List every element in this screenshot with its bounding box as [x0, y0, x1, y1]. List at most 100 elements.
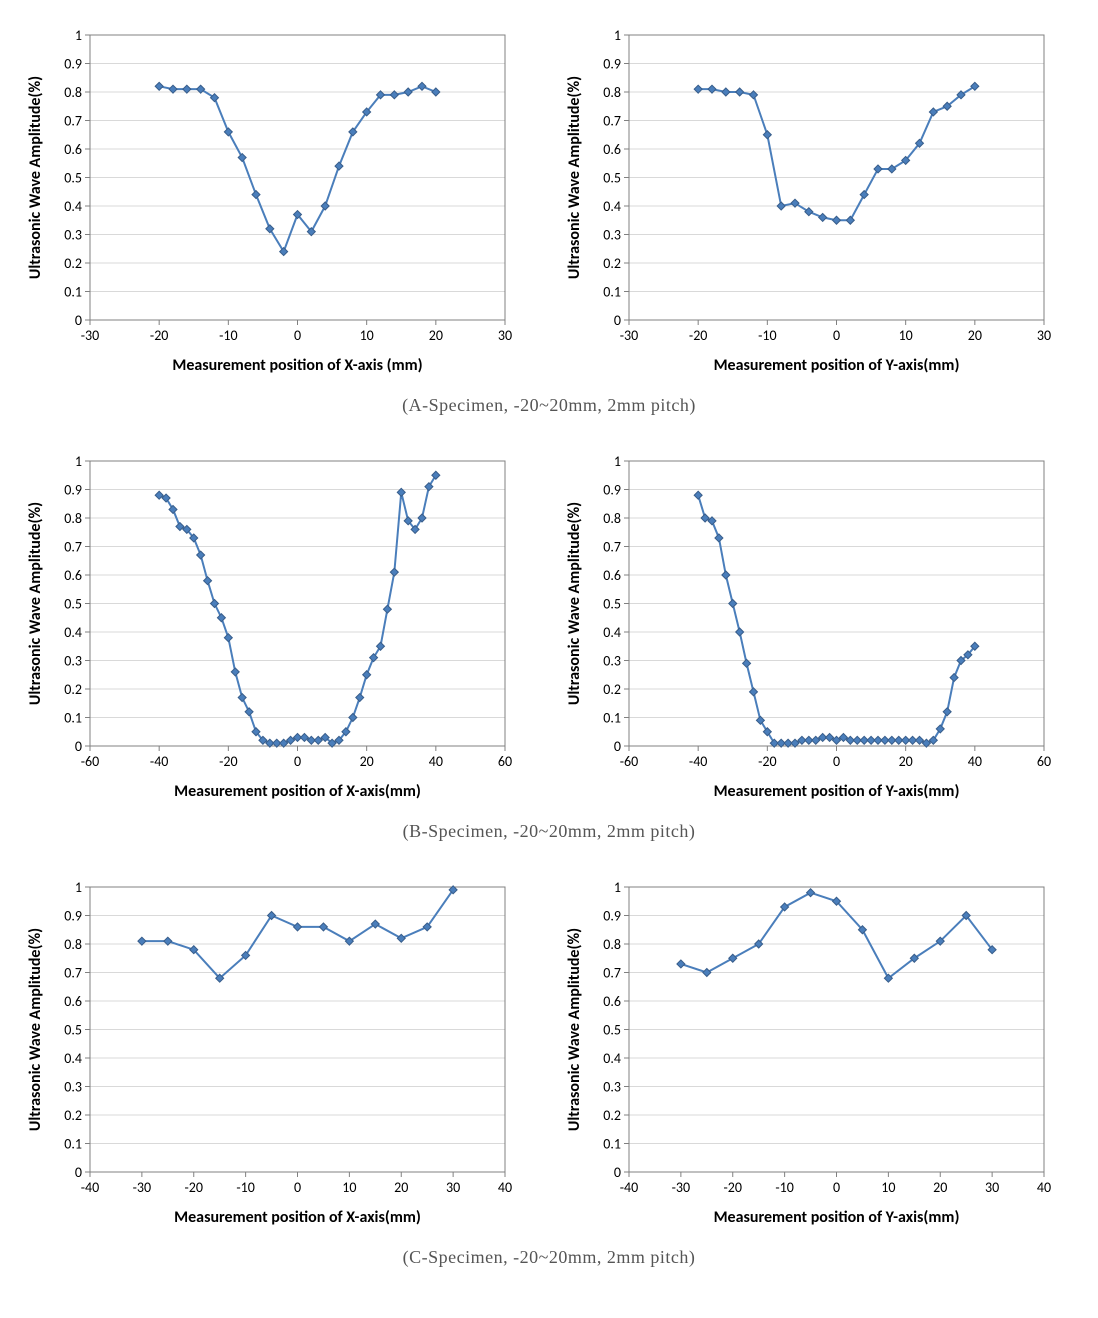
y-tick-label: 0: [614, 1164, 621, 1181]
y-tick-label: 0.9: [603, 56, 621, 73]
chart-box: -60-40-20020406000.10.20.30.40.50.60.70.…: [20, 446, 539, 811]
x-tick-label: 40: [968, 753, 982, 770]
data-marker: [929, 108, 937, 116]
row-caption: (C-Specimen, -20~20mm, 2mm pitch): [20, 1247, 1078, 1268]
y-tick-label: 0.4: [603, 1050, 621, 1067]
chart-svg: -60-40-20020406000.10.20.30.40.50.60.70.…: [20, 446, 525, 806]
x-axis-label: Measurement position of X-axis(mm): [174, 1208, 421, 1227]
x-tick-label: 60: [1037, 753, 1051, 770]
y-tick-label: 0.4: [64, 624, 82, 641]
y-tick-label: 0: [75, 1164, 82, 1181]
data-marker: [950, 674, 958, 682]
x-tick-label: -40: [81, 1179, 99, 1196]
y-tick-label: 0.1: [64, 710, 82, 727]
y-tick-label: 0.5: [64, 1022, 82, 1039]
data-marker: [846, 216, 854, 224]
data-marker: [722, 571, 730, 579]
y-tick-label: 0.5: [64, 596, 82, 613]
x-axis-label: Measurement position of Y-axis(mm): [714, 1208, 960, 1227]
data-marker: [807, 889, 815, 897]
data-marker: [319, 923, 327, 931]
x-tick-label: -20: [689, 327, 707, 344]
y-tick-label: 0.7: [603, 539, 621, 556]
x-tick-label: -20: [185, 1179, 203, 1196]
y-tick-label: 0.2: [64, 255, 82, 272]
y-tick-label: 0.1: [64, 284, 82, 301]
data-marker: [349, 713, 357, 721]
x-tick-label: 10: [342, 1179, 356, 1196]
data-line: [698, 86, 975, 220]
x-tick-label: 40: [1037, 1179, 1051, 1196]
data-marker: [224, 634, 232, 642]
data-marker: [729, 954, 737, 962]
x-tick-label: -10: [775, 1179, 793, 1196]
y-tick-label: 0.7: [603, 113, 621, 130]
x-tick-label: -40: [689, 753, 707, 770]
y-axis-label: Ultrasonic Wave Amplitude(%): [565, 502, 584, 705]
data-marker: [819, 213, 827, 221]
x-tick-label: 30: [985, 1179, 999, 1196]
data-marker: [703, 968, 711, 976]
x-tick-label: -30: [672, 1179, 690, 1196]
data-marker: [383, 605, 391, 613]
data-marker: [363, 671, 371, 679]
x-tick-label: -40: [150, 753, 168, 770]
x-tick-label: 30: [446, 1179, 460, 1196]
data-line: [159, 86, 436, 251]
y-tick-label: 0.4: [603, 624, 621, 641]
y-tick-label: 0.3: [603, 227, 621, 244]
y-tick-label: 0.3: [64, 653, 82, 670]
data-marker: [694, 491, 702, 499]
chart-svg: -40-30-20-1001020304000.10.20.30.40.50.6…: [20, 872, 525, 1232]
x-axis-label: Measurement position of X-axis (mm): [172, 356, 422, 375]
data-marker: [943, 708, 951, 716]
y-tick-label: 0.5: [603, 596, 621, 613]
data-marker: [335, 162, 343, 170]
x-tick-label: 30: [1037, 327, 1051, 344]
data-marker: [231, 668, 239, 676]
data-marker: [860, 191, 868, 199]
x-tick-label: -30: [620, 327, 638, 344]
y-tick-label: 0.5: [64, 170, 82, 187]
y-tick-label: 0.1: [64, 1136, 82, 1153]
x-tick-label: 0: [833, 753, 840, 770]
data-line: [142, 890, 453, 978]
y-tick-label: 0.2: [603, 681, 621, 698]
data-marker: [736, 628, 744, 636]
data-marker: [432, 88, 440, 96]
y-tick-label: 0.8: [603, 936, 621, 953]
data-marker: [224, 128, 232, 136]
x-tick-label: 0: [294, 1179, 301, 1196]
chart-svg: -60-40-20020406000.10.20.30.40.50.60.70.…: [559, 446, 1064, 806]
x-tick-label: 0: [294, 327, 301, 344]
x-tick-label: -40: [620, 1179, 638, 1196]
y-tick-label: 0.2: [64, 1107, 82, 1124]
y-axis-label: Ultrasonic Wave Amplitude(%): [26, 76, 45, 279]
data-marker: [763, 131, 771, 139]
y-tick-label: 0.4: [603, 198, 621, 215]
row-caption: (B-Specimen, -20~20mm, 2mm pitch): [20, 821, 1078, 842]
data-marker: [418, 82, 426, 90]
x-tick-label: -60: [620, 753, 638, 770]
data-line: [698, 495, 975, 743]
x-tick-label: -20: [758, 753, 776, 770]
chart-svg: -40-30-20-1001020304000.10.20.30.40.50.6…: [559, 872, 1064, 1232]
data-marker: [155, 82, 163, 90]
data-marker: [245, 708, 253, 716]
chart-row: -40-30-20-1001020304000.10.20.30.40.50.6…: [20, 872, 1078, 1237]
x-tick-label: -60: [81, 753, 99, 770]
x-tick-label: 30: [498, 327, 512, 344]
y-tick-label: 0.6: [603, 567, 621, 584]
chart-svg: -30-20-10010203000.10.20.30.40.50.60.70.…: [20, 20, 525, 380]
y-tick-label: 1: [75, 27, 82, 44]
data-marker: [729, 599, 737, 607]
x-tick-label: 20: [933, 1179, 947, 1196]
y-tick-label: 0.6: [64, 141, 82, 158]
chart-box: -30-20-10010203000.10.20.30.40.50.60.70.…: [559, 20, 1078, 385]
x-tick-label: 0: [294, 753, 301, 770]
y-tick-label: 0.8: [64, 510, 82, 527]
y-tick-label: 0: [614, 312, 621, 329]
y-axis-label: Ultrasonic Wave Amplitude(%): [26, 502, 45, 705]
y-tick-label: 0.8: [64, 84, 82, 101]
data-marker: [197, 551, 205, 559]
